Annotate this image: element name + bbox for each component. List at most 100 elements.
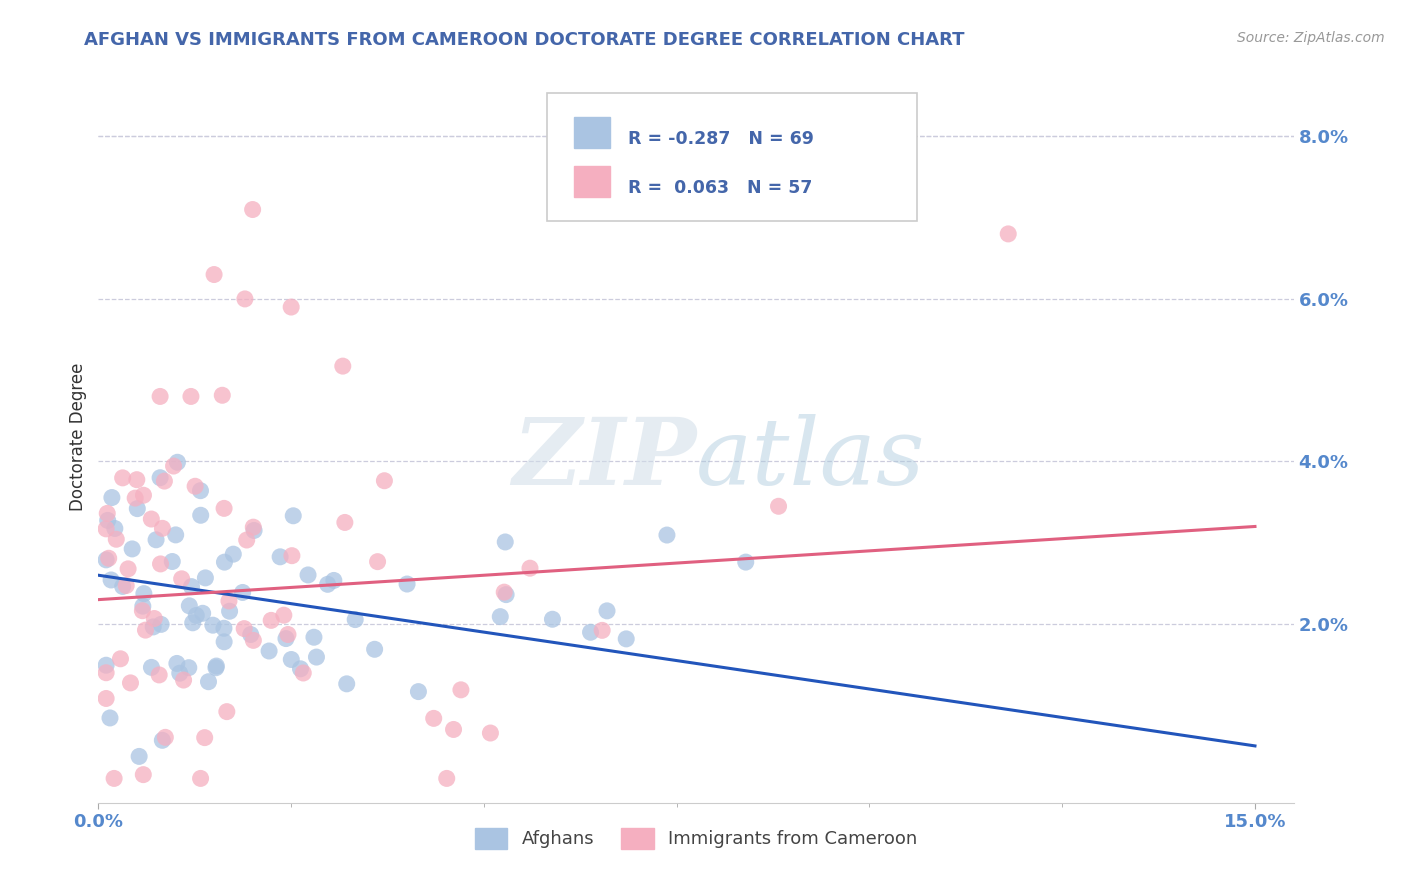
Point: [134, 623, 156, 637]
Bar: [574, 167, 610, 197]
Point: [494, 585, 516, 599]
Point: [290, 662, 312, 676]
Point: [101, 491, 124, 505]
Point: [436, 772, 458, 786]
Point: [242, 202, 264, 217]
Point: [443, 723, 465, 737]
Point: [281, 549, 304, 563]
Point: [110, 652, 132, 666]
Point: [211, 388, 233, 402]
Point: [149, 389, 172, 403]
Point: [363, 642, 385, 657]
Point: [194, 731, 217, 745]
Point: [97, 513, 120, 527]
Point: [292, 665, 315, 680]
Point: [162, 554, 184, 568]
Point: [162, 458, 184, 473]
Y-axis label: Doctorate Degree: Doctorate Degree: [69, 363, 87, 511]
Point: [100, 573, 122, 587]
Point: [127, 501, 149, 516]
Point: [94, 691, 117, 706]
Point: [235, 533, 257, 547]
Point: [222, 547, 245, 561]
Text: R = -0.287   N = 69: R = -0.287 N = 69: [628, 130, 814, 148]
Point: [450, 682, 472, 697]
Legend: Afghans, Immigrants from Cameroon: Afghans, Immigrants from Cameroon: [467, 821, 925, 856]
Point: [184, 479, 207, 493]
Point: [153, 474, 176, 488]
Point: [519, 561, 541, 575]
Point: [142, 620, 165, 634]
Point: [273, 608, 295, 623]
Point: [344, 613, 367, 627]
Point: [734, 555, 756, 569]
FancyBboxPatch shape: [547, 94, 917, 221]
Point: [614, 632, 637, 646]
Point: [166, 455, 188, 469]
Point: [181, 615, 204, 630]
Point: [243, 524, 266, 538]
Point: [297, 568, 319, 582]
Point: [494, 535, 516, 549]
Point: [280, 652, 302, 666]
Bar: [574, 118, 610, 148]
Point: [180, 389, 202, 403]
Point: [260, 613, 283, 627]
Point: [170, 572, 193, 586]
Point: [283, 508, 305, 523]
Point: [111, 579, 134, 593]
Point: [333, 516, 356, 530]
Point: [336, 677, 359, 691]
Point: [242, 520, 264, 534]
Point: [104, 521, 127, 535]
Point: [186, 608, 208, 623]
Point: [579, 625, 602, 640]
Point: [479, 726, 502, 740]
Point: [232, 585, 254, 599]
Point: [155, 731, 177, 745]
Point: [132, 488, 155, 502]
Point: [197, 674, 219, 689]
Point: [215, 705, 238, 719]
Point: [316, 577, 339, 591]
Point: [105, 533, 128, 547]
Point: [96, 507, 118, 521]
Point: [149, 471, 172, 485]
Point: [269, 549, 291, 564]
Point: [305, 650, 328, 665]
Point: [111, 471, 134, 485]
Point: [495, 588, 517, 602]
Point: [274, 632, 297, 646]
Point: [165, 528, 187, 542]
Point: [280, 300, 302, 314]
Point: [218, 594, 240, 608]
Point: [179, 599, 201, 613]
Point: [190, 772, 212, 786]
Point: [596, 604, 619, 618]
Point: [149, 557, 172, 571]
Point: [257, 644, 280, 658]
Point: [173, 673, 195, 687]
Point: [177, 661, 200, 675]
Point: [373, 474, 395, 488]
Point: [541, 612, 564, 626]
Point: [205, 661, 228, 675]
Point: [408, 684, 430, 698]
Point: [591, 624, 613, 638]
Point: [97, 551, 120, 566]
Point: [166, 657, 188, 671]
Point: [194, 571, 217, 585]
Point: [277, 627, 299, 641]
Point: [201, 618, 224, 632]
Point: [115, 578, 138, 592]
Point: [489, 609, 512, 624]
Point: [141, 660, 163, 674]
Point: [94, 553, 117, 567]
Point: [131, 604, 153, 618]
Point: [150, 733, 173, 747]
Point: [332, 359, 354, 373]
Point: [132, 599, 155, 614]
Point: [190, 508, 212, 523]
Point: [367, 555, 389, 569]
Point: [117, 562, 139, 576]
